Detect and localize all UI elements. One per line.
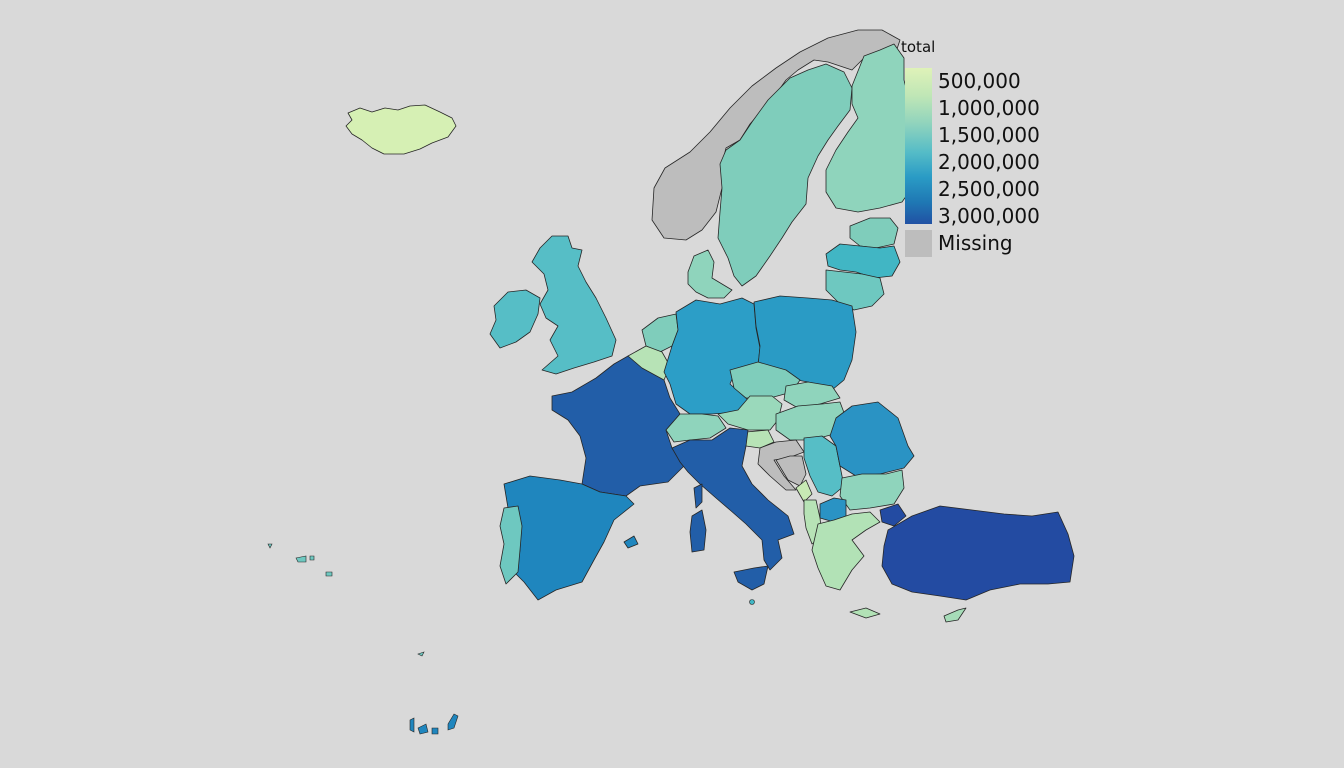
region-canary-2 (417, 723, 429, 735)
region-bosnia (775, 455, 807, 487)
region-france-corsica (693, 483, 703, 509)
region-turkey-thrace (879, 503, 907, 527)
region-azores-3 (325, 571, 333, 577)
region-spain (503, 475, 635, 601)
region-romania (829, 401, 915, 477)
region-serbia (803, 435, 845, 497)
region-portugal (499, 505, 523, 585)
region-ireland (489, 289, 541, 349)
legend-title: total (901, 38, 936, 56)
legend-tick-label: 1,500,000 (938, 123, 1040, 147)
region-madeira (417, 651, 425, 657)
legend-missing-swatch (905, 230, 932, 257)
region-canary-3 (431, 727, 439, 735)
region-italy-sardinia (689, 509, 707, 553)
region-norway (651, 29, 901, 241)
legend-tick-label: 1,000,000 (938, 96, 1040, 120)
region-switzerland (665, 413, 727, 443)
region-cyprus (943, 607, 967, 623)
region-italy (671, 427, 795, 571)
legend-tick-label: 500,000 (938, 69, 1021, 93)
region-iceland (345, 104, 457, 155)
legend-tick-label: 2,000,000 (938, 150, 1040, 174)
region-greece-crete (849, 607, 881, 619)
region-malta (749, 599, 755, 605)
region-croatia (757, 439, 805, 491)
region-lithuania (825, 269, 885, 311)
region-bulgaria (839, 469, 905, 511)
region-azores-4 (267, 543, 273, 549)
region-finland (825, 43, 919, 213)
region-latvia (825, 243, 901, 279)
legend-missing-label: Missing (938, 231, 1013, 255)
region-italy-sicily (733, 565, 769, 591)
region-uk (531, 235, 617, 375)
legend-color-ramp (905, 68, 932, 224)
legend: total 500,000 1,000,000 1,500,000 2,000,… (900, 38, 1070, 268)
region-canary-1 (409, 717, 415, 733)
region-azores-1 (295, 555, 307, 563)
region-denmark (687, 249, 733, 299)
region-spain-balearic (623, 535, 639, 549)
region-poland (753, 295, 857, 391)
region-canary-4 (447, 713, 459, 731)
legend-tick-label: 3,000,000 (938, 204, 1040, 228)
legend-tick-label: 2,500,000 (938, 177, 1040, 201)
region-turkey (881, 505, 1075, 601)
region-montenegro (795, 479, 813, 503)
region-austria (717, 395, 783, 431)
region-sweden (717, 63, 853, 287)
region-estonia (849, 217, 899, 249)
region-azores-2 (309, 555, 315, 561)
region-slovakia (783, 381, 841, 409)
region-greece (811, 511, 881, 591)
